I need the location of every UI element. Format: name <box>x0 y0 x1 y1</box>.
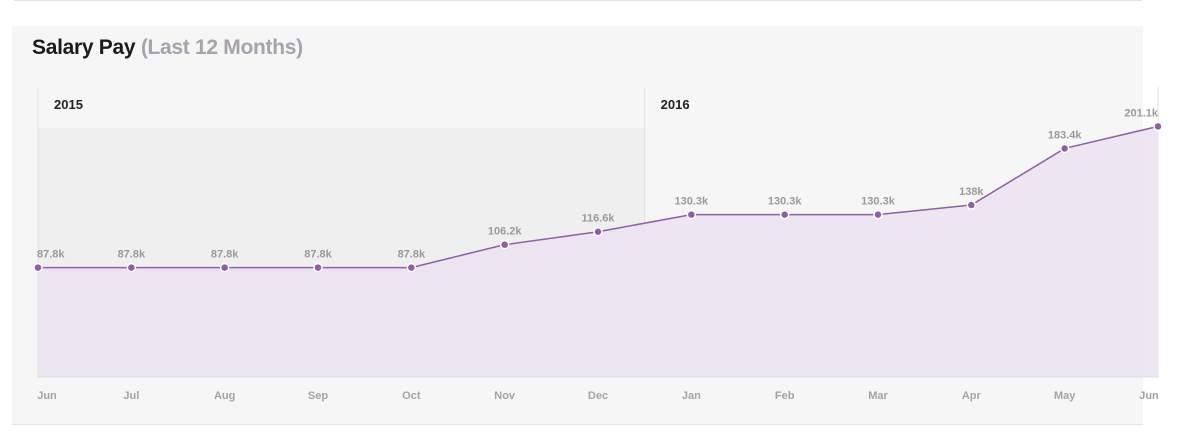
data-label: 138k <box>959 186 984 198</box>
area-fill <box>38 126 1158 377</box>
x-tick-label: Nov <box>494 390 516 402</box>
data-point <box>593 226 603 237</box>
data-point <box>966 200 977 210</box>
x-tick-label: May <box>1054 390 1076 402</box>
data-label: 87.8k <box>398 249 426 261</box>
data-point <box>126 262 137 273</box>
period-label-2016: 2016 <box>661 97 690 112</box>
x-tick-label: Feb <box>775 390 795 402</box>
chart-subtitle: (Last 12 Months) <box>140 36 303 59</box>
data-point <box>219 262 230 273</box>
data-label: 130.3k <box>768 196 803 208</box>
data-label: 183.4k <box>1048 129 1083 141</box>
x-tick-label: Sep <box>308 390 328 402</box>
data-point <box>1153 121 1163 132</box>
data-label: 106.2k <box>488 226 523 238</box>
data-label: 87.8k <box>211 249 239 261</box>
data-point <box>33 262 43 273</box>
data-label: 116.6k <box>581 213 615 225</box>
x-tick-label: Oct <box>402 390 421 402</box>
data-point <box>779 209 790 220</box>
x-tick-label: Aug <box>214 390 235 402</box>
data-label: 87.8k <box>304 249 332 261</box>
chart-title-text: Salary Pay <box>32 36 136 59</box>
x-tick-label: Dec <box>588 390 608 402</box>
x-tick-label: Jul <box>123 390 139 402</box>
data-label: 130.3k <box>675 196 710 208</box>
data-label: 87.8k <box>37 249 65 261</box>
data-label: 201.1k <box>1124 107 1159 119</box>
data-point <box>873 209 883 220</box>
data-point <box>406 262 417 273</box>
data-label: 130.3k <box>861 196 896 208</box>
chart-title: Salary Pay (Last 12 Months) <box>32 36 303 60</box>
top-divider <box>14 0 1142 1</box>
data-point <box>499 239 510 250</box>
x-tick-label: Jun <box>1139 390 1159 402</box>
x-tick-label: Apr <box>962 390 982 402</box>
data-point <box>1059 143 1070 154</box>
data-point <box>313 262 323 273</box>
data-label: 87.8k <box>118 249 146 261</box>
x-tick-label: Mar <box>868 390 888 402</box>
period-label-2015: 2015 <box>54 97 83 112</box>
data-point <box>686 209 697 220</box>
x-tick-label: Jan <box>682 390 701 402</box>
x-tick-label: Jun <box>37 390 57 402</box>
